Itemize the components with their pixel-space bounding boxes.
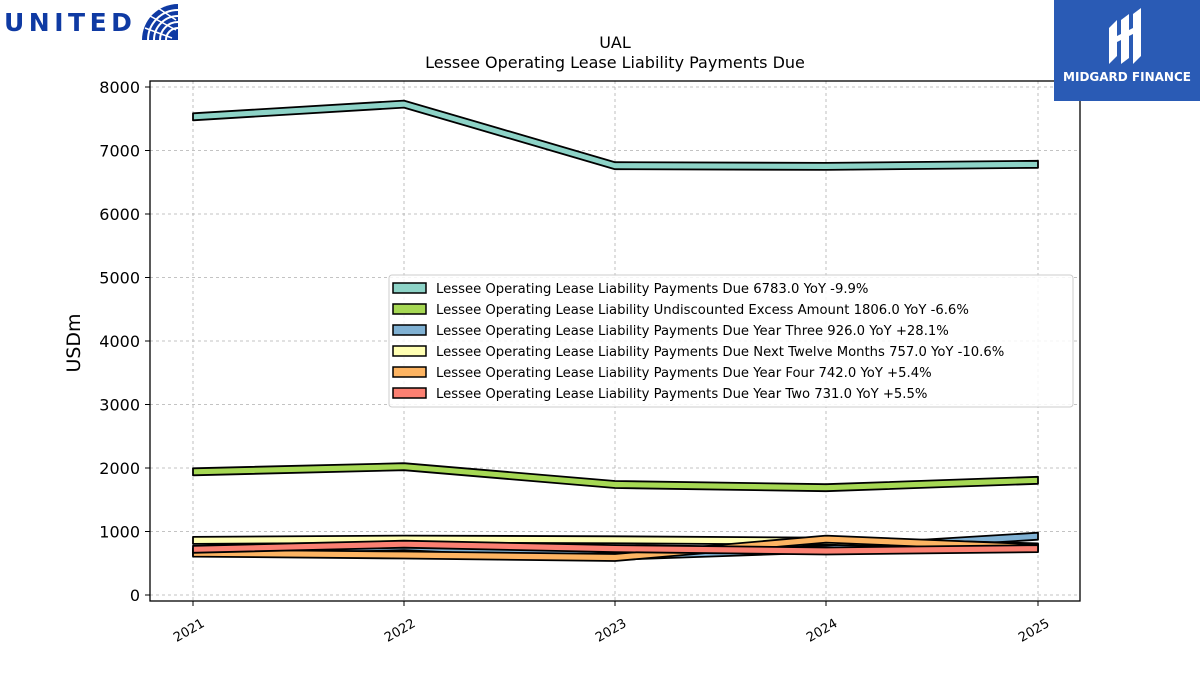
legend-entry: Lessee Operating Lease Liability Payment… [436, 345, 1004, 360]
x-tick-label: 2021 [171, 616, 207, 646]
globe-icon [142, 4, 179, 40]
legend-entry: Lessee Operating Lease Liability Payment… [436, 387, 927, 402]
y-tick-label: 0 [130, 586, 140, 605]
midgard-badge: MIDGARD FINANCE [1054, 0, 1200, 101]
legend-swatch [392, 282, 427, 294]
y-axis-label: USDm [63, 313, 85, 372]
series-band-1 [192, 462, 1039, 493]
y-tick-label: 8000 [99, 78, 140, 97]
x-tick-label: 2025 [1016, 616, 1052, 646]
badge-text: MIDGARD FINANCE [1063, 70, 1191, 84]
series-band-5 [192, 539, 1039, 556]
legend-entry: Lessee Operating Lease Liability Payment… [436, 324, 949, 339]
legend-swatch [392, 366, 427, 378]
y-tick-label: 4000 [99, 332, 140, 351]
x-tick-label: 2024 [804, 616, 840, 646]
y-axis-ticks: 0 1000 2000 3000 4000 5000 6000 7000 8000 [99, 78, 150, 605]
legend-swatch [392, 345, 427, 357]
legend-box [388, 274, 1074, 408]
midgard-m-icon [1109, 8, 1141, 64]
legend-entry: Lessee Operating Lease Liability Payment… [436, 366, 932, 381]
series-group [192, 99, 1039, 562]
company-logo: UNITED [4, 4, 179, 40]
legend-entry: Lessee Operating Lease Liability Payment… [436, 282, 868, 297]
y-tick-label: 3000 [99, 396, 140, 415]
x-tick-label: 2023 [593, 616, 629, 646]
y-tick-label: 5000 [99, 269, 140, 288]
y-tick-label: 6000 [99, 205, 140, 224]
legend-swatch [392, 324, 427, 336]
legend-swatch [392, 387, 427, 399]
x-tick-label: 2022 [382, 616, 418, 646]
y-tick-label: 1000 [99, 523, 140, 542]
legend-entry: Lessee Operating Lease Liability Undisco… [436, 303, 969, 318]
company-logo-text: UNITED [4, 7, 137, 37]
legend-swatch [392, 303, 427, 315]
chart-title: UAL [599, 33, 631, 52]
legend: Lessee Operating Lease Liability Payment… [388, 274, 1074, 408]
y-tick-label: 7000 [99, 142, 140, 161]
series-band-0 [192, 99, 1039, 171]
y-tick-label: 2000 [99, 459, 140, 478]
chart-subtitle: Lessee Operating Lease Liability Payment… [425, 53, 805, 72]
x-axis-ticks: 2021 2022 2023 2024 2025 [171, 601, 1052, 646]
